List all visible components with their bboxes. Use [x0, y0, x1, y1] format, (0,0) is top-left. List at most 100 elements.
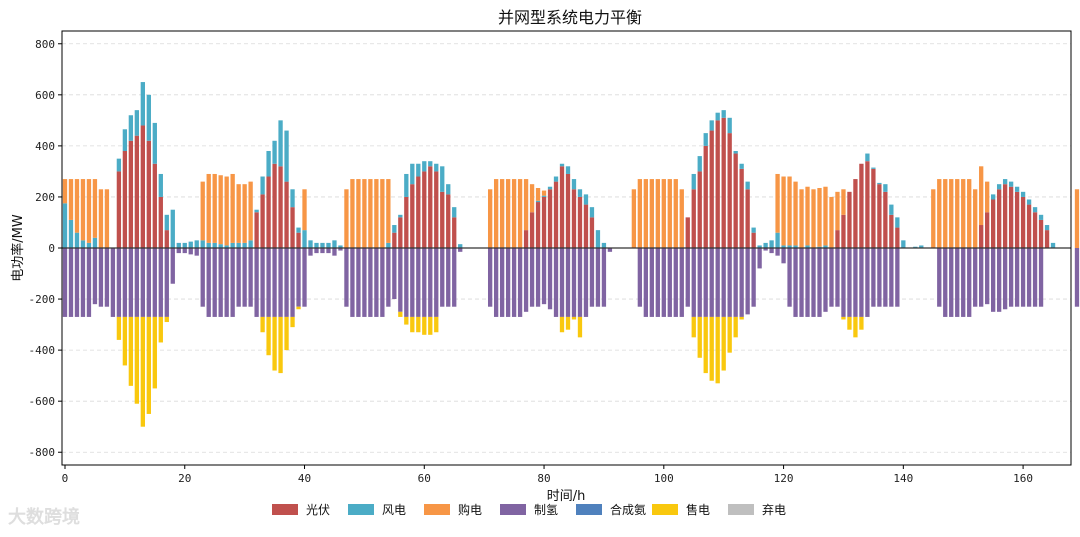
bar-wind [793, 245, 798, 248]
bar-purchase [517, 179, 523, 248]
bar-wind [182, 242, 187, 248]
bar-pv [996, 189, 1002, 248]
legend-label-wind: 风电 [382, 503, 406, 517]
bar-purchase [511, 179, 517, 248]
bar-h2 [254, 248, 259, 317]
bar-purchase [631, 189, 637, 248]
bar-wind [913, 246, 918, 248]
bar-pv [284, 181, 289, 248]
bar-h2 [589, 248, 595, 307]
bar-h2 [817, 248, 822, 317]
bar-h2 [428, 248, 433, 317]
bar-wind [775, 232, 780, 248]
bar-purchase [380, 179, 385, 248]
bar-h2 [350, 248, 355, 317]
bar-wind [452, 207, 457, 218]
bars [62, 82, 1080, 427]
bar-wind [739, 163, 744, 169]
bar-wind [697, 156, 702, 172]
bar-sale [152, 316, 157, 389]
bar-wind [1038, 214, 1044, 220]
bar-h2 [194, 248, 199, 256]
y-tick-label: -600 [29, 395, 56, 408]
bar-h2 [823, 248, 828, 312]
bar-wind [589, 207, 595, 218]
bar-h2 [996, 248, 1002, 312]
bar-wind [338, 245, 343, 248]
bar-h2 [571, 248, 577, 317]
bar-purchase [212, 173, 217, 243]
bar-pv [523, 230, 529, 248]
bar-h2 [92, 248, 98, 305]
bar-sale [428, 316, 433, 335]
bar-h2 [368, 248, 373, 317]
bar-wind [140, 82, 145, 126]
bar-wind [745, 181, 750, 190]
bar-h2 [847, 248, 852, 317]
bar-purchase [793, 181, 798, 246]
bar-wind [158, 173, 163, 197]
bar-purchase [787, 176, 792, 246]
bar-h2 [86, 248, 92, 317]
bar-wind [763, 242, 768, 248]
bar-purchase [218, 175, 223, 245]
bar-wind [122, 129, 128, 151]
bar-h2 [422, 248, 427, 317]
bar-pv [841, 214, 846, 248]
bar-purchase [649, 179, 654, 248]
bar-h2 [499, 248, 505, 317]
bar-pv [452, 217, 457, 248]
bar-pv [1020, 196, 1026, 248]
bar-pv [877, 184, 882, 248]
bar-pv [751, 232, 756, 248]
bar-wind [1050, 242, 1056, 248]
bar-pv [158, 196, 163, 248]
bar-wind [691, 173, 696, 190]
bar-sale [565, 316, 571, 330]
legend-swatch-wind [348, 504, 374, 515]
bar-pv [1014, 191, 1020, 248]
bar-wind [428, 161, 433, 167]
bar-wind [302, 230, 307, 248]
bar-purchase [374, 179, 379, 248]
bar-purchase [811, 189, 816, 248]
bar-pv [434, 171, 439, 248]
bar-wind [386, 242, 391, 248]
bar-h2 [583, 248, 589, 317]
bar-purchase [829, 196, 834, 248]
bar-wind [889, 204, 894, 215]
bar-wind [709, 120, 714, 131]
bar-purchase [661, 179, 666, 248]
bar-h2 [577, 248, 583, 317]
bar-h2 [74, 248, 80, 317]
bar-h2 [332, 248, 337, 256]
bar-wind [877, 182, 882, 185]
bar-wind [194, 240, 199, 248]
bar-h2 [745, 248, 750, 315]
bar-h2 [224, 248, 229, 317]
bar-h2 [937, 248, 942, 307]
bar-wind [571, 179, 577, 190]
bar-wind [901, 240, 906, 248]
y-tick-label: 600 [35, 89, 55, 102]
bar-h2 [877, 248, 882, 307]
bar-wind [146, 94, 151, 141]
bar-h2 [535, 248, 541, 307]
bar-wind [326, 242, 331, 248]
bar-pv [116, 171, 122, 248]
bar-h2 [679, 248, 684, 317]
bar-pv [134, 135, 140, 248]
bar-h2 [949, 248, 954, 317]
bar-sale [416, 316, 421, 333]
bar-purchase [236, 184, 241, 243]
bar-wind [404, 173, 409, 197]
bar-wind [715, 112, 720, 121]
bar-h2 [158, 248, 163, 317]
bar-purchase [487, 189, 493, 248]
bar-purchase [943, 179, 948, 248]
bar-pv [428, 166, 433, 248]
bar-purchase [302, 189, 307, 231]
bar-purchase [386, 179, 391, 243]
bar-wind [86, 242, 92, 248]
bar-wind [200, 240, 205, 248]
